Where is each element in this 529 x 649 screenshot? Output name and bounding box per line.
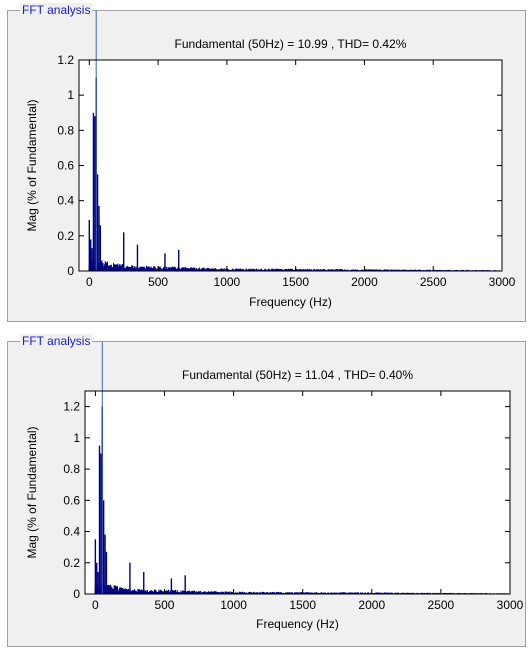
- x-tick-label: 1000: [214, 275, 241, 289]
- x-tick-label: 2500: [420, 275, 447, 289]
- y-tick-label: 1: [73, 431, 80, 445]
- y-tick-label: 0.2: [63, 556, 80, 570]
- fft-analysis-panel: FFT analysis Fundamental (50Hz) = 10.99 …: [7, 3, 526, 322]
- x-axis-label: Frequency (Hz): [256, 617, 339, 631]
- y-axis-label: Mag (% of Fundamental): [25, 99, 39, 231]
- x-tick-label: 3000: [497, 598, 524, 612]
- fft-analysis-panel: FFT analysis Fundamental (50Hz) = 11.04 …: [7, 334, 526, 647]
- y-tick-label: 1.2: [63, 400, 80, 414]
- axes-box: [84, 390, 511, 595]
- y-tick-label: 0.2: [57, 229, 74, 243]
- x-tick-label: 0: [92, 598, 99, 612]
- plot-area: [85, 391, 510, 594]
- y-tick-label: 0.6: [63, 493, 80, 507]
- y-tick-label: 0.8: [57, 123, 74, 137]
- y-tick-label: 0: [73, 587, 80, 601]
- x-tick-label: 2500: [428, 598, 455, 612]
- chart-title: Fundamental (50Hz) = 11.04 , THD= 0.40%: [182, 368, 413, 382]
- panel-title: FFT analysis: [20, 3, 93, 17]
- x-tick-label: 1000: [220, 598, 247, 612]
- y-tick-label: 0.4: [57, 194, 74, 208]
- x-axis-label: Frequency (Hz): [249, 295, 332, 309]
- x-tick-label: 2000: [358, 598, 385, 612]
- plot-area: [79, 60, 502, 271]
- y-tick-label: 0.6: [57, 159, 74, 173]
- x-tick-label: 1500: [289, 598, 316, 612]
- fft-chart: Fundamental (50Hz) = 11.04 , THD= 0.40% 0…: [25, 342, 524, 631]
- x-tick-label: 0: [86, 275, 93, 289]
- panel-title: FFT analysis: [20, 334, 93, 348]
- x-tick-label: 3000: [489, 275, 516, 289]
- x-tick-label: 1500: [282, 275, 309, 289]
- x-tick-label: 2000: [351, 275, 378, 289]
- y-tick-label: 0.8: [63, 462, 80, 476]
- x-tick-label: 500: [148, 275, 168, 289]
- y-axis-label: Mag (% of Fundamental): [25, 426, 39, 558]
- fft-chart: Fundamental (50Hz) = 10.99 , THD= 0.42% 0…: [25, 11, 516, 309]
- x-tick-label: 500: [154, 598, 174, 612]
- y-tick-label: 1: [67, 88, 74, 102]
- chart-title: Fundamental (50Hz) = 10.99 , THD= 0.42%: [175, 37, 407, 51]
- y-tick-label: 0: [67, 264, 74, 278]
- y-tick-label: 0.4: [63, 525, 80, 539]
- y-tick-label: 1.2: [57, 53, 74, 67]
